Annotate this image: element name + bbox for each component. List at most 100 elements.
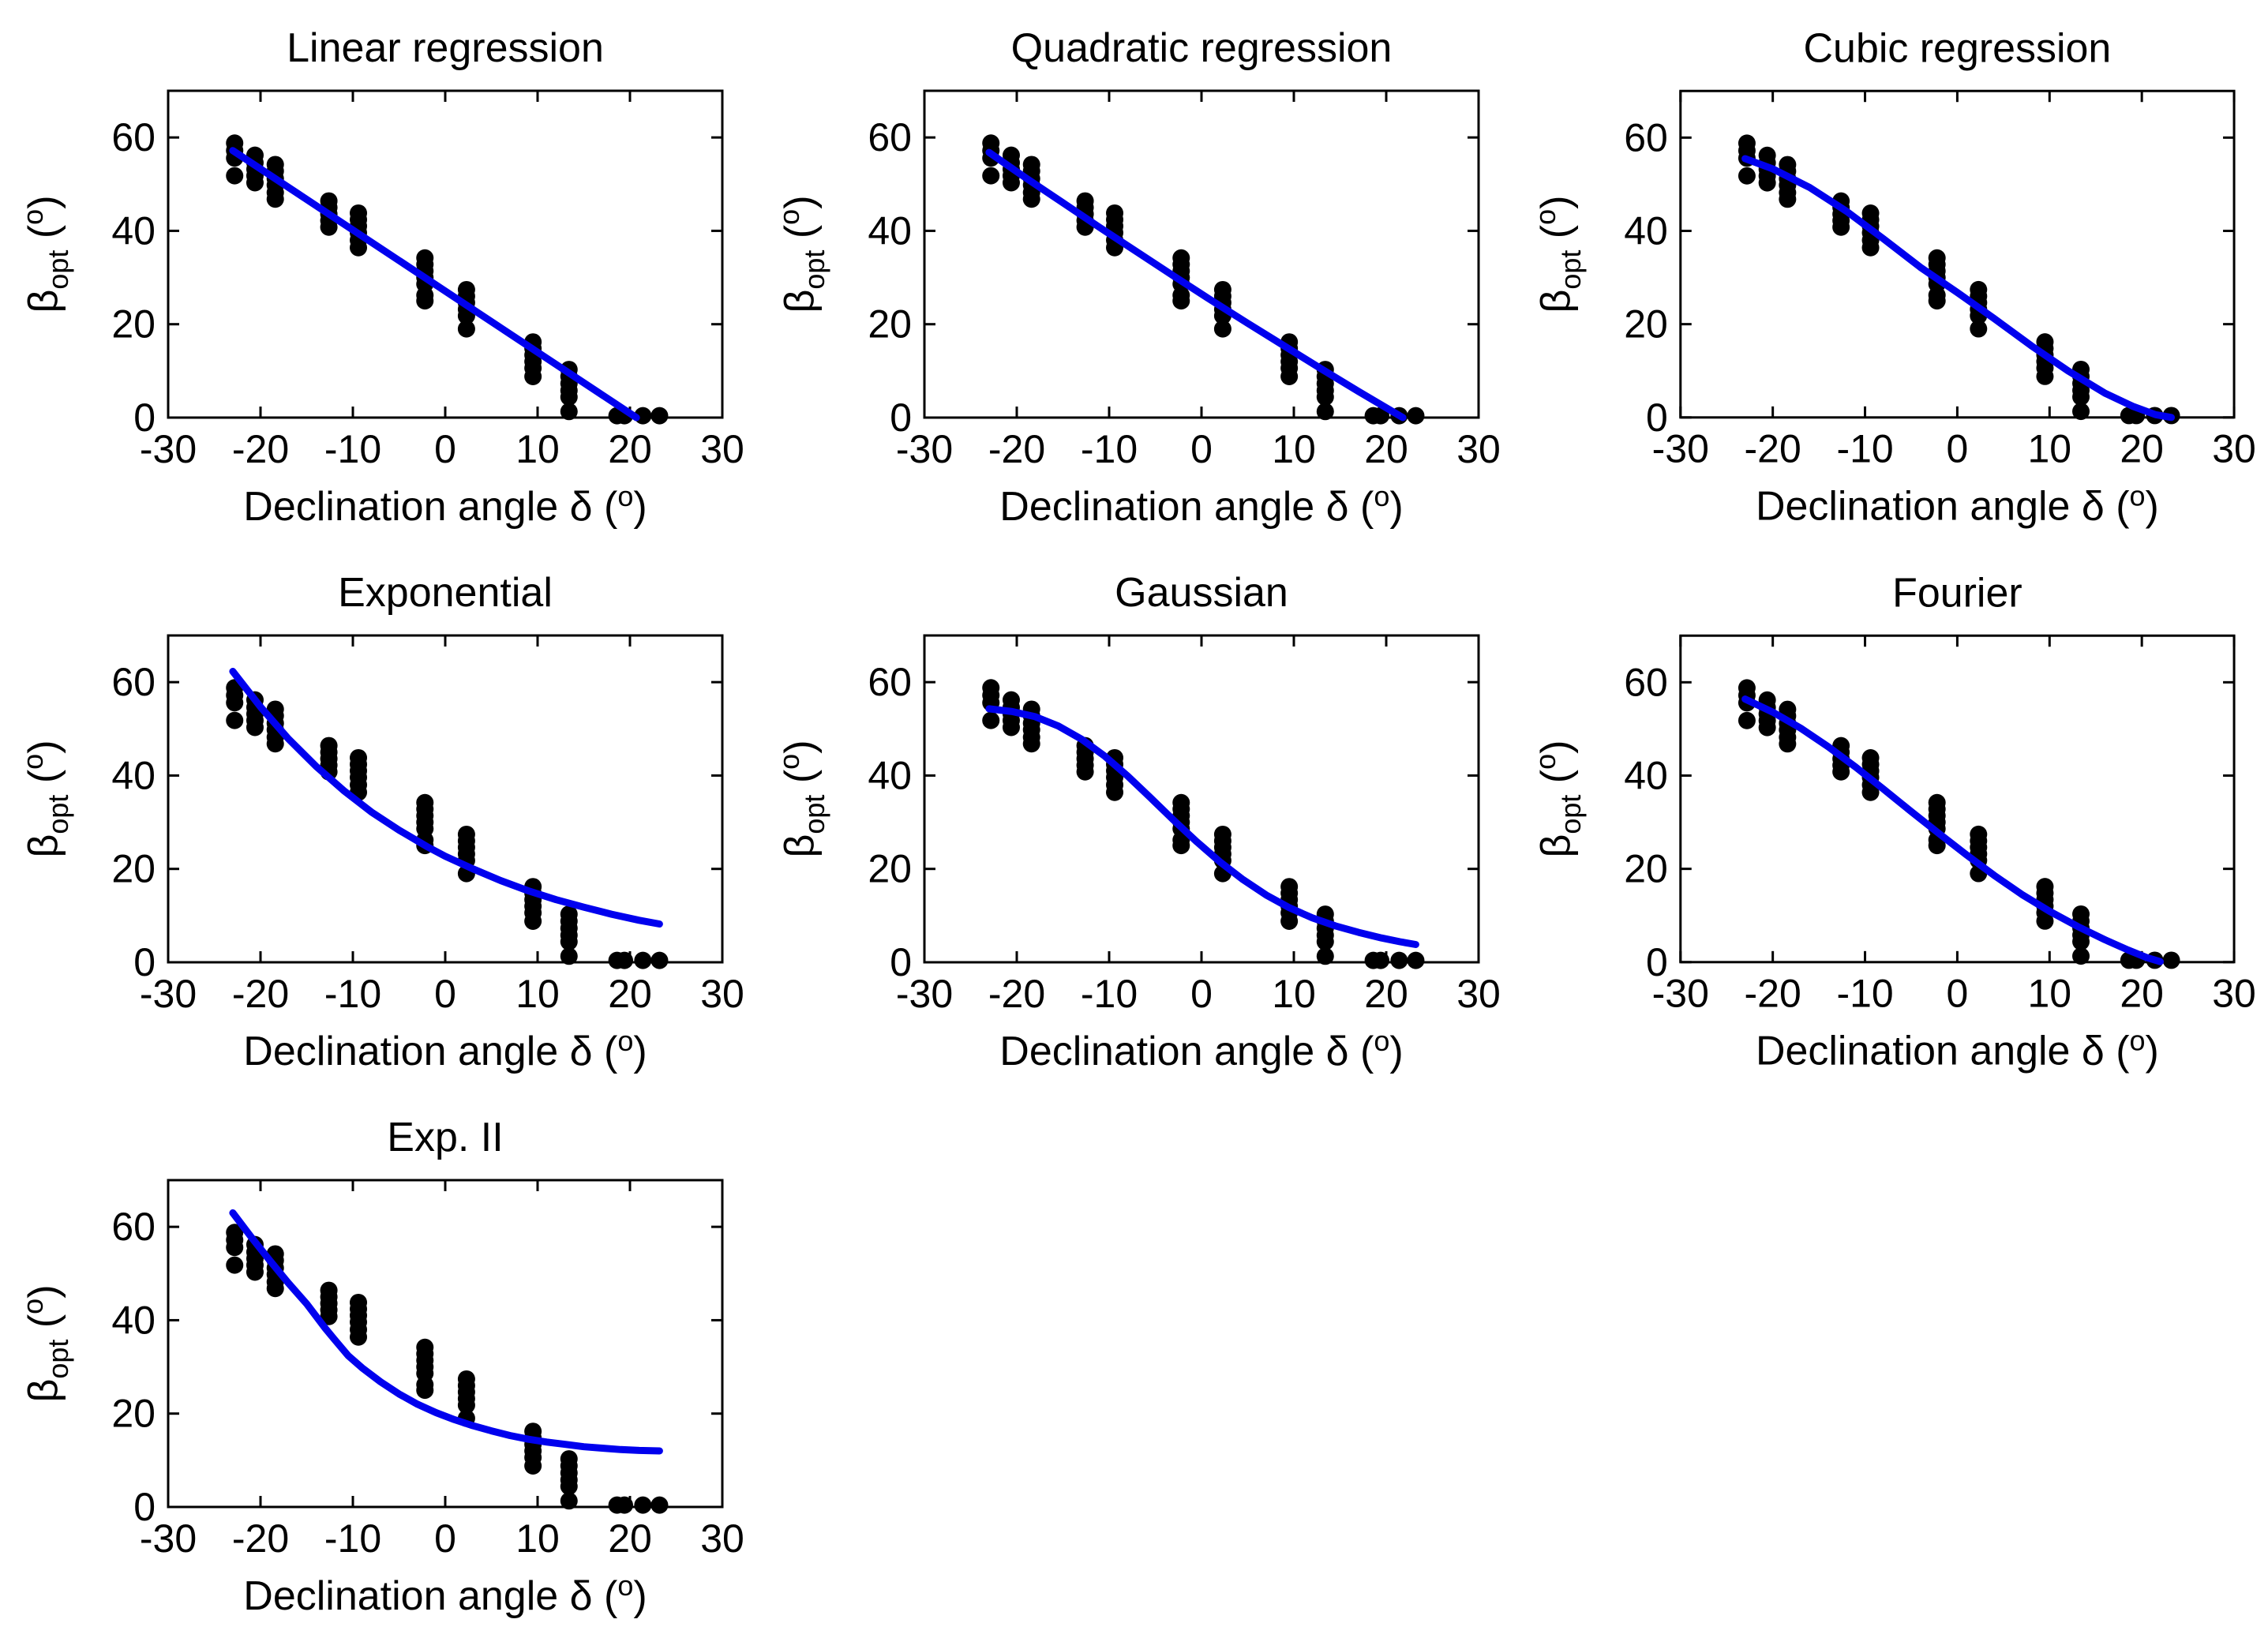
y-tick-label: 0 xyxy=(890,395,912,440)
subplot-cubic-regression: -30 -20 -10 0 10 20 30 0 20 40 60 Cubic regression D… xyxy=(1513,0,2268,545)
scatter-point xyxy=(1928,837,1946,855)
scatter-point xyxy=(1738,711,1756,729)
scatter-point xyxy=(1861,783,1880,801)
scatter-point xyxy=(266,1280,284,1298)
axes-box xyxy=(1679,634,2236,964)
x-tick-label: 0 xyxy=(1190,972,1213,1016)
y-tick-label: 20 xyxy=(868,302,912,347)
scatter-point xyxy=(1002,174,1020,192)
x-tick-label: -30 xyxy=(1652,427,1709,471)
scatter-point xyxy=(246,174,264,192)
x-tick-label: 10 xyxy=(515,1516,560,1561)
scatter-point xyxy=(1316,932,1334,950)
x-axis-label: Declination angle δ (o) xyxy=(243,480,647,530)
scatter-point xyxy=(246,718,264,737)
scatter-point xyxy=(266,190,284,208)
x-tick-label: 0 xyxy=(1190,427,1213,471)
scatter-point xyxy=(1076,763,1094,781)
x-tick-label: 20 xyxy=(608,427,652,471)
x-tick-label: 30 xyxy=(700,1516,744,1561)
scatter-point xyxy=(457,1396,475,1415)
scatter-point xyxy=(560,388,578,406)
panel-title: Linear regression xyxy=(287,25,604,71)
scatter-point xyxy=(2072,932,2090,950)
y-tick-label: 0 xyxy=(1646,395,1668,440)
x-axis-label: Declination angle δ (o) xyxy=(1756,1025,2159,1074)
scatter-point xyxy=(1758,718,1776,737)
x-tick-label: -30 xyxy=(896,427,953,471)
x-tick-label: 20 xyxy=(1364,427,1408,471)
scatter-point xyxy=(416,1381,434,1400)
scatter-point xyxy=(350,1328,368,1346)
fit-curve xyxy=(229,147,640,422)
fit-curve xyxy=(985,148,1407,422)
y-axis-label: βopt (o) xyxy=(17,195,74,313)
scatter-point xyxy=(226,1256,244,1274)
y-tick-label: 20 xyxy=(111,1392,156,1436)
y-tick-label: 0 xyxy=(133,1485,156,1529)
scatter-point xyxy=(416,292,434,310)
panel-title: Cubic regression xyxy=(1804,25,2112,71)
y-tick-label: 60 xyxy=(111,1205,156,1249)
x-tick-label: 0 xyxy=(1947,427,1969,471)
scatter-point xyxy=(615,951,633,969)
plot-canvas: -30 -20 -10 0 10 20 30 0 20 40 60 Cubic regression D… xyxy=(1529,25,2256,529)
scatter-point xyxy=(226,167,244,185)
x-tick-label: 10 xyxy=(2028,972,2072,1016)
subplot-quadratic-regression: -30 -20 -10 0 10 20 30 0 20 40 60 Quadratic regress… xyxy=(756,0,1513,545)
y-tick-label: 40 xyxy=(111,753,156,797)
y-tick-label: 60 xyxy=(1624,115,1668,159)
scatter-point xyxy=(2162,951,2180,969)
y-axis-label: βopt (o) xyxy=(1529,740,1587,858)
scatter-point xyxy=(560,947,578,965)
x-tick-label: -20 xyxy=(232,972,289,1016)
scatter-point xyxy=(524,912,542,930)
y-tick-label: 40 xyxy=(1624,208,1668,253)
scatter-point xyxy=(1390,951,1408,969)
x-tick-label: -30 xyxy=(1652,972,1709,1016)
x-tick-label: 0 xyxy=(434,427,456,471)
x-tick-label: -20 xyxy=(232,427,289,471)
x-tick-label: 30 xyxy=(1456,427,1501,471)
x-tick-label: 20 xyxy=(2120,972,2164,1016)
scatter-point xyxy=(2072,947,2090,965)
x-tick-label: 30 xyxy=(2212,972,2256,1016)
scatter-point xyxy=(226,694,244,712)
axes-box xyxy=(167,1179,724,1509)
x-tick-label: 30 xyxy=(2212,427,2256,471)
y-axis-label: βopt (o) xyxy=(17,740,74,857)
scatter-point xyxy=(1106,783,1124,801)
axes-box xyxy=(1679,89,2236,419)
scatter-point xyxy=(1280,367,1299,385)
scatter-point xyxy=(1022,190,1040,208)
x-tick-label: -20 xyxy=(988,972,1045,1016)
x-tick-label: 20 xyxy=(608,972,652,1016)
empty-cell xyxy=(1513,1089,2268,1634)
scatter-point xyxy=(1832,218,1850,236)
x-tick-label: 0 xyxy=(1947,972,1969,1016)
fit-curve xyxy=(1741,155,2176,422)
scatter-point xyxy=(2072,403,2090,421)
panel-title: Exponential xyxy=(338,570,553,616)
plot-canvas: -30 -20 -10 0 10 20 30 0 20 40 60 Quadratic regress… xyxy=(773,25,1501,530)
x-tick-label: -10 xyxy=(324,427,381,471)
fit-curve xyxy=(1741,695,2165,965)
y-tick-label: 0 xyxy=(890,940,912,984)
y-tick-label: 60 xyxy=(868,660,912,704)
y-tick-label: 20 xyxy=(1624,847,1668,891)
scatter-point xyxy=(560,1477,578,1495)
scatter-point xyxy=(560,403,578,421)
plot-canvas: -30 -20 -10 0 10 20 30 0 20 40 60 Linear regression… xyxy=(17,25,744,530)
plot-canvas: -30 -20 -10 0 10 20 30 0 20 40 60 Fourier Declinatio… xyxy=(1529,570,2256,1074)
y-tick-label: 40 xyxy=(111,1298,156,1342)
x-tick-label: -20 xyxy=(232,1516,289,1561)
scatter-point xyxy=(320,218,338,236)
y-tick-label: 60 xyxy=(111,660,156,704)
x-tick-label: -20 xyxy=(1745,427,1801,471)
x-axis-label: Declination angle δ (o) xyxy=(243,1025,647,1074)
subplot-gaussian: -30 -20 -10 0 10 20 30 0 20 40 60 Gaussian Declinati… xyxy=(756,545,1513,1089)
scatter-point xyxy=(1002,718,1020,737)
y-tick-label: 0 xyxy=(133,940,156,984)
y-tick-label: 0 xyxy=(1646,940,1668,984)
